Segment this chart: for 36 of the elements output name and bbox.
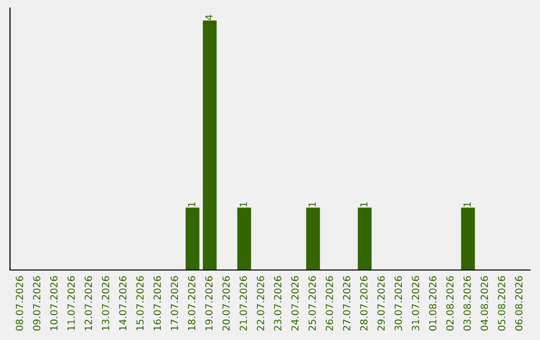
- data-label: 4: [205, 14, 212, 20]
- x-tick-label: 15.07.2026: [136, 276, 144, 330]
- x-tick-label: 13.07.2026: [102, 276, 110, 330]
- x-tick-label: 21.07.2026: [240, 276, 247, 331]
- x-tick-label: 08.07.2026: [16, 276, 24, 331]
- x-tick-label: 11.07.2026: [67, 276, 75, 330]
- x-tick-label: 17.07.2026: [170, 276, 178, 330]
- x-tick-label: 04.08.2026: [480, 276, 488, 331]
- x-tick-label: 01.08.2026: [429, 276, 436, 331]
- data-label: 1: [308, 202, 316, 207]
- x-tick-label: 23.07.2026: [274, 276, 282, 331]
- x-tick-label: 30.07.2026: [394, 276, 402, 330]
- data-label: 1: [188, 202, 196, 207]
- x-tick-label: 09.07.2026: [33, 276, 40, 331]
- x-tick-label: 19.07.2026: [205, 276, 213, 330]
- x-tick-label: 10.07.2026: [50, 276, 58, 330]
- x-tick-label: 22.07.2026: [256, 276, 264, 331]
- x-tick-label: 24.07.2026: [291, 276, 299, 331]
- x-tick-label: 27.07.2026: [342, 276, 350, 331]
- x-tick-label: 12.07.2026: [84, 276, 92, 330]
- x-tick-label: 06.08.2026: [515, 276, 522, 331]
- x-tick-label: 05.08.2026: [498, 276, 506, 331]
- x-tick-label: 02.08.2026: [446, 276, 454, 331]
- x-tick-label: 20.07.2026: [222, 276, 230, 331]
- x-tick-label: 14.07.2026: [119, 276, 126, 330]
- x-tick-label: 31.07.2026: [412, 276, 420, 330]
- x-tick-label: 16.07.2026: [154, 276, 161, 330]
- x-tick-label: 18.07.2026: [188, 276, 196, 330]
- data-label: 1: [464, 202, 471, 207]
- x-tick-label: 03.08.2026: [463, 276, 471, 331]
- x-tick-label: 28.07.2026: [360, 276, 368, 331]
- x-tick-label: 25.07.2026: [308, 276, 316, 331]
- data-label: 1: [360, 202, 368, 207]
- data-label: 1: [240, 202, 247, 207]
- x-tick-label: 26.07.2026: [326, 276, 334, 331]
- x-tick-label: 29.07.2026: [377, 276, 385, 331]
